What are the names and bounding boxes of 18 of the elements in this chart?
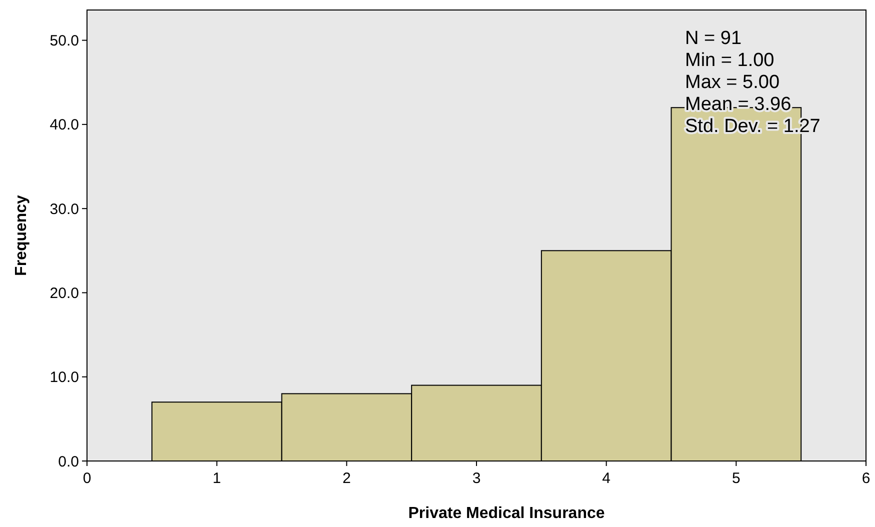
y-tick-label: 10.0 (50, 369, 79, 386)
y-axis-title: Frequency (13, 194, 30, 276)
y-tick-label: 40.0 (50, 116, 79, 134)
y-tick-label: 20.0 (50, 284, 79, 302)
annotation: N = 91 (685, 28, 742, 49)
x-tick-label: 5 (732, 470, 740, 487)
x-tick-label: 4 (602, 470, 611, 487)
x-tick-label: 1 (212, 470, 222, 487)
y-tick-label: 0.0 (58, 453, 79, 470)
x-axis-title: Private Medical Insurance (408, 505, 605, 522)
y-tick-label: 50.0 (50, 32, 79, 50)
x-tick-label: 0 (82, 470, 92, 487)
x-tick-label: 2 (342, 470, 351, 487)
x-tick-label: 3 (472, 470, 481, 487)
y-tick-label: 30.0 (50, 200, 79, 218)
annotation: Min = 1.00 (685, 50, 774, 71)
x-tick-label: 6 (862, 470, 870, 487)
annotation: Max = 5.00 (685, 72, 780, 93)
